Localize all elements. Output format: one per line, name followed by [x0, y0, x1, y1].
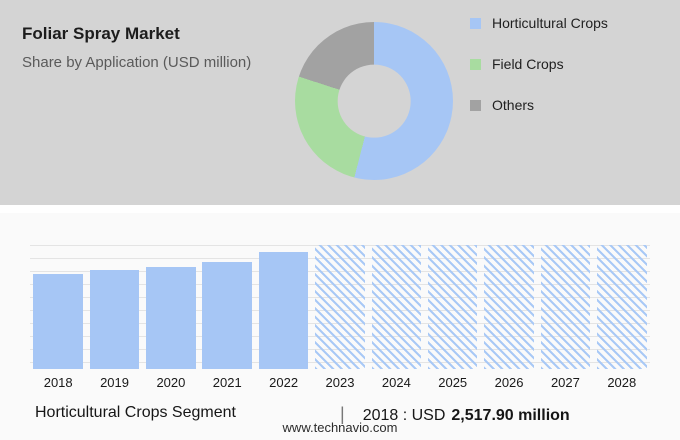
x-label-2020: 2020 [156, 375, 186, 390]
legend-item: Field Crops [470, 53, 608, 75]
legend-label: Horticultural Crops [492, 15, 608, 31]
bar-slot [425, 245, 481, 369]
donut-hole [337, 64, 411, 138]
x-label-2025: 2025 [438, 375, 468, 390]
bar-slot [199, 245, 255, 369]
legend-swatch [470, 17, 481, 29]
x-label-2022: 2022 [269, 375, 299, 390]
bar-2023 [315, 245, 365, 369]
bar-2018 [33, 273, 83, 369]
bar-slot [537, 245, 593, 369]
bar-slot [30, 245, 86, 369]
footer-url[interactable]: www.technavio.com [282, 420, 398, 435]
x-label-2021: 2021 [212, 375, 242, 390]
legend-swatch [470, 58, 481, 70]
x-label-2027: 2027 [550, 375, 580, 390]
segment-label: Horticultural Crops Segment [35, 404, 236, 421]
caption-value: 2,517.90 million [451, 407, 570, 424]
caption-row: Horticultural Crops Segment | 2018 : USD… [0, 401, 680, 427]
bar-2020 [146, 267, 196, 369]
bar-slot [312, 245, 368, 369]
bar-2019 [89, 269, 140, 369]
bar-2028 [596, 245, 647, 369]
x-label-2026: 2026 [494, 375, 524, 390]
x-label-2023: 2023 [325, 375, 355, 390]
donut-chart [295, 22, 453, 180]
bar-2027 [540, 245, 591, 369]
x-label-2024: 2024 [381, 375, 411, 390]
header-panel: Foliar Spray Market Share by Application… [0, 0, 680, 205]
page-subtitle: Share by Application (USD million) [22, 54, 252, 71]
caption-divider: | [340, 404, 345, 424]
bar-slot [594, 245, 650, 369]
bar-2026 [484, 245, 534, 369]
x-label-2019: 2019 [100, 375, 129, 390]
legend-label: Field Crops [492, 56, 564, 72]
bar-2022 [258, 252, 309, 369]
chart-legend: Horticultural Crops Field Crops Others [470, 12, 608, 135]
legend-item: Others [470, 94, 608, 116]
legend-item: Horticultural Crops [470, 12, 608, 34]
page-title: Foliar Spray Market [22, 24, 180, 43]
caption-value-pair: 2018 : USD 2,517.90 million [363, 407, 570, 425]
legend-label: Others [492, 97, 535, 113]
bar-slot [481, 245, 537, 369]
x-label-2028: 2028 [607, 375, 637, 390]
bar-slot [86, 245, 142, 369]
legend-swatch [470, 99, 481, 111]
bar-2025 [427, 245, 478, 369]
bar-slot [255, 245, 311, 369]
x-axis-labels: 2018 2019 2020 2021 2022 2023 2024 2025 2026 2027… [30, 375, 650, 390]
bar-2024 [371, 245, 422, 369]
bar-slot [368, 245, 424, 369]
caption-value-group: | 2018 : USD 2,517.90 million [340, 404, 570, 425]
bar-2021 [202, 262, 253, 369]
caption-year-prefix: 2018 : USD [362, 407, 446, 424]
bar-chart [30, 245, 650, 369]
bar-chart-panel: 2018 2019 2020 2021 2022 2023 2024 2025 2026 2027… [0, 213, 680, 440]
bar-slot [143, 245, 199, 369]
title-block: Foliar Spray Market Share by Application… [22, 24, 282, 71]
x-label-2018: 2018 [43, 375, 73, 390]
